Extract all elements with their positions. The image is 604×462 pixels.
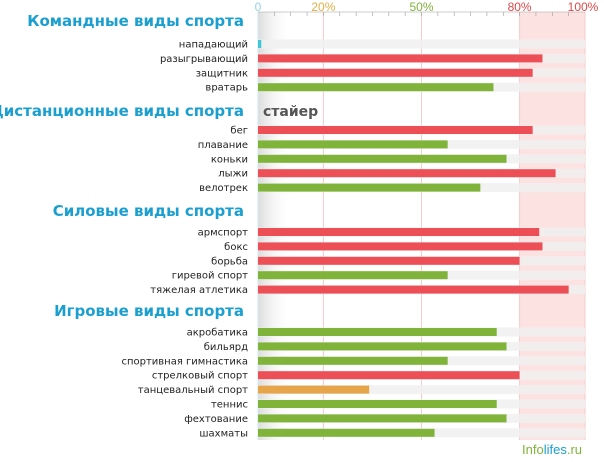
row-label-бег: бег xyxy=(230,126,248,137)
bar-лыжи xyxy=(258,169,556,178)
row-label-бильярд: бильярд xyxy=(204,342,248,353)
row-label-коньки: коньки xyxy=(211,154,248,165)
bar-track xyxy=(258,39,585,49)
bar-track xyxy=(258,385,585,395)
row-label-защитник: защитник xyxy=(196,68,248,79)
row-label-тяжелая-атлетика: тяжелая атлетика xyxy=(150,285,248,296)
tick-label-0: 0 xyxy=(255,0,262,14)
row-label-спортивная-гимнастика: спортивная гимнастика xyxy=(121,356,248,367)
bar-армспорт xyxy=(258,228,540,236)
tick-label-20: 20% xyxy=(311,0,335,14)
bar-разыгрывающий xyxy=(258,54,543,63)
bars-layer xyxy=(258,40,569,437)
bar-шахматы xyxy=(258,428,435,437)
row-label-теннис: теннис xyxy=(211,400,248,411)
bar-фехтование xyxy=(258,414,507,423)
bar-борьба xyxy=(258,256,520,265)
row-label-фехтование: фехтование xyxy=(184,414,248,425)
bar-коньки xyxy=(258,154,507,163)
labels-layer: Командные виды спорта нападающий разыгрыва… xyxy=(0,12,318,439)
row-label-нападающий: нападающий xyxy=(179,40,248,51)
bar-акробатика xyxy=(258,328,497,336)
bar-нападающий xyxy=(258,40,262,48)
row-label-борьба: борьба xyxy=(211,256,248,267)
row-label-лыжи: лыжи xyxy=(218,169,248,180)
bar-защитник xyxy=(258,68,533,77)
watermark-part-1: Info xyxy=(522,442,544,457)
axis-ticks: 0 20% 50% 80% 100% xyxy=(255,0,599,16)
bar-бокс xyxy=(258,242,543,251)
tick-label-50: 50% xyxy=(409,0,433,14)
row-label-плавание: плавание xyxy=(198,140,248,151)
tick-label-100: 100% xyxy=(568,0,599,14)
bar-велотрек xyxy=(258,183,481,192)
row-label-армспорт: армспорт xyxy=(198,228,249,239)
bar-танцевальный-спорт xyxy=(258,385,370,394)
bar-теннис xyxy=(258,400,497,408)
bar-вратарь xyxy=(258,83,494,92)
row-label-акробатика: акробатика xyxy=(187,328,248,339)
group-title-3: Силовые виды спорта xyxy=(53,202,244,220)
watermark-part-3: .ru xyxy=(567,442,582,457)
bar-бег xyxy=(258,126,533,134)
watermark: Infolifes.ru xyxy=(522,442,582,457)
bar-тяжелая-атлетика xyxy=(258,285,569,294)
bar-бильярд xyxy=(258,342,507,351)
group-annotation-стайер: стайер xyxy=(263,104,318,120)
row-label-велотрек: велотрек xyxy=(199,183,248,194)
row-label-вратарь: вратарь xyxy=(205,83,248,94)
tick-label-80: 80% xyxy=(508,0,532,14)
group-title-4: Игровые виды спорта xyxy=(54,302,244,320)
bar-плавание xyxy=(258,140,448,149)
bar-стрелковый-спорт xyxy=(258,371,520,380)
watermark-part-2: lifes xyxy=(544,442,568,457)
bar-спортивная-гимнастика xyxy=(258,356,448,365)
row-label-танцевальный-спорт: танцевальный спорт xyxy=(138,385,248,396)
row-label-гиревой-спорт: гиревой спорт xyxy=(172,271,248,282)
row-label-разыгрывающий: разыгрывающий xyxy=(160,54,248,65)
row-label-шахматы: шахматы xyxy=(199,428,248,439)
group-title-2: Дистанционные виды спорта xyxy=(0,102,244,120)
row-label-стрелковый-спорт: стрелковый спорт xyxy=(152,371,248,382)
group-title-1: Командные виды спорта xyxy=(27,12,244,30)
bar-гиревой-спорт xyxy=(258,271,448,280)
row-label-бокс: бокс xyxy=(224,242,248,253)
